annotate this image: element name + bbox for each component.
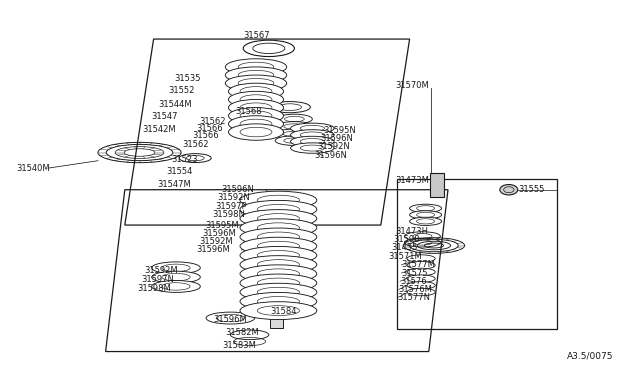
Ellipse shape [291, 143, 334, 153]
Ellipse shape [228, 92, 284, 108]
Ellipse shape [407, 255, 435, 262]
Text: 31598N: 31598N [212, 210, 244, 219]
Text: 31596M: 31596M [213, 315, 247, 324]
Text: 31568: 31568 [236, 107, 262, 116]
Ellipse shape [291, 136, 334, 147]
Ellipse shape [274, 129, 315, 139]
Ellipse shape [240, 274, 317, 292]
Ellipse shape [240, 209, 317, 227]
Ellipse shape [240, 201, 317, 218]
Ellipse shape [228, 108, 284, 124]
Ellipse shape [407, 262, 435, 269]
Text: 31597P: 31597P [215, 202, 246, 211]
Text: 31570M: 31570M [396, 81, 429, 90]
Text: 31535: 31535 [175, 74, 201, 83]
Ellipse shape [500, 185, 518, 195]
Ellipse shape [407, 275, 435, 282]
Text: 31584: 31584 [271, 307, 297, 316]
Text: 31592N: 31592N [317, 142, 350, 151]
Ellipse shape [404, 238, 440, 247]
FancyBboxPatch shape [270, 311, 283, 328]
Text: 31576M: 31576M [399, 285, 433, 294]
Text: 31577M: 31577M [401, 260, 435, 269]
Text: 31577N: 31577N [397, 293, 431, 302]
Ellipse shape [410, 211, 442, 219]
Ellipse shape [243, 40, 294, 57]
Text: 31566: 31566 [192, 131, 219, 140]
Text: 31523: 31523 [172, 155, 198, 164]
Ellipse shape [275, 122, 314, 131]
Text: 31555: 31555 [518, 185, 545, 194]
Text: 31473H: 31473H [395, 227, 428, 236]
Text: A3.5/0075: A3.5/0075 [566, 352, 613, 361]
Text: 31595N: 31595N [323, 126, 356, 135]
Ellipse shape [291, 130, 334, 140]
Ellipse shape [407, 288, 435, 296]
Text: 31597N: 31597N [141, 275, 174, 283]
Text: 31567: 31567 [243, 31, 270, 40]
Text: 31592M: 31592M [144, 266, 178, 275]
Ellipse shape [240, 237, 317, 255]
Ellipse shape [240, 292, 317, 310]
Ellipse shape [230, 330, 269, 340]
Text: 31547M: 31547M [157, 180, 191, 189]
Text: 31596N: 31596N [314, 151, 347, 160]
Ellipse shape [240, 302, 317, 320]
Ellipse shape [240, 219, 317, 237]
Ellipse shape [410, 204, 442, 212]
Text: 31542M: 31542M [142, 125, 176, 134]
Text: 31562: 31562 [200, 117, 226, 126]
Text: 31583M: 31583M [223, 341, 257, 350]
Ellipse shape [291, 123, 334, 134]
Text: 31544M: 31544M [158, 100, 192, 109]
Ellipse shape [276, 114, 312, 124]
Ellipse shape [240, 256, 317, 273]
Ellipse shape [225, 75, 287, 92]
Text: 31576: 31576 [400, 277, 427, 286]
Text: 31547: 31547 [152, 112, 178, 121]
Ellipse shape [410, 217, 442, 225]
Text: 31596M: 31596M [196, 246, 230, 254]
Ellipse shape [152, 271, 200, 283]
Text: 31596N: 31596N [320, 134, 353, 143]
Text: 31596N: 31596N [221, 185, 253, 194]
Ellipse shape [228, 116, 284, 132]
Text: 31598M: 31598M [138, 284, 172, 293]
Ellipse shape [206, 312, 255, 324]
Ellipse shape [225, 67, 287, 83]
Text: 31566: 31566 [196, 124, 223, 133]
Ellipse shape [179, 154, 211, 163]
Ellipse shape [407, 268, 435, 276]
Text: 31592N: 31592N [218, 193, 250, 202]
Text: 31552: 31552 [168, 86, 195, 95]
Text: 31575: 31575 [401, 269, 428, 278]
Text: 31571M: 31571M [388, 252, 422, 261]
Ellipse shape [269, 102, 310, 113]
Ellipse shape [152, 262, 200, 274]
Ellipse shape [240, 228, 317, 246]
Ellipse shape [404, 232, 440, 241]
Ellipse shape [225, 59, 287, 75]
Ellipse shape [228, 83, 284, 100]
Text: 31598: 31598 [394, 235, 420, 244]
Text: 31592M: 31592M [199, 237, 233, 246]
Text: 31554: 31554 [166, 167, 193, 176]
Ellipse shape [240, 283, 317, 301]
Text: 31595M: 31595M [205, 221, 239, 230]
Ellipse shape [228, 99, 284, 116]
Ellipse shape [228, 124, 284, 140]
Text: 31562: 31562 [182, 140, 209, 149]
Text: 31473M: 31473M [395, 176, 429, 185]
Ellipse shape [240, 191, 317, 209]
Ellipse shape [240, 265, 317, 283]
Ellipse shape [240, 246, 317, 264]
Ellipse shape [407, 282, 435, 289]
FancyBboxPatch shape [430, 173, 444, 197]
Text: 31596M: 31596M [202, 229, 236, 238]
Text: 31455: 31455 [392, 243, 418, 252]
Text: 31540M: 31540M [16, 164, 50, 173]
Text: 31582M: 31582M [225, 328, 259, 337]
Ellipse shape [152, 280, 200, 292]
Ellipse shape [275, 136, 314, 145]
